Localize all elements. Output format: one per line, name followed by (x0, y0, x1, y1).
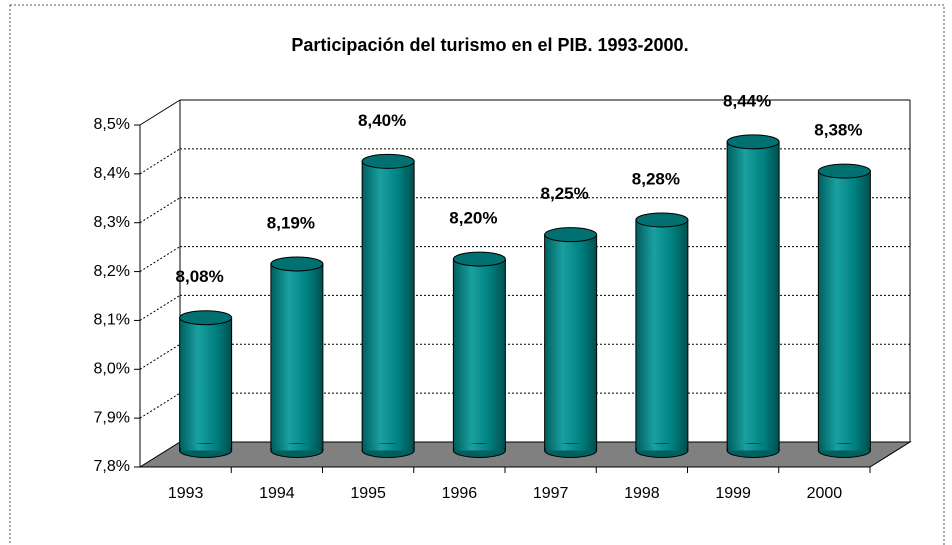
cylinder (270, 263, 324, 452)
value-label: 8,08% (176, 267, 224, 286)
y-tick-label: 8,1% (94, 312, 130, 329)
y-tick-label: 8,3% (94, 214, 130, 231)
cylinder-cover (271, 443, 322, 451)
cylinder-top (817, 163, 871, 179)
value-label: 8,44% (723, 91, 771, 110)
cylinder-cover (728, 443, 779, 451)
cylinder-top (726, 134, 780, 150)
cylinder-top (452, 251, 506, 267)
x-tick-label: 2000 (807, 485, 843, 502)
cylinder-top (179, 310, 233, 326)
chart-title: Participación del turismo en el PIB. 199… (291, 35, 688, 55)
x-tick-label: 1998 (624, 485, 660, 502)
value-label: 8,38% (814, 121, 862, 140)
cylinder (726, 141, 780, 451)
side-wall-top (139, 99, 181, 126)
y-tick-label: 7,8% (94, 458, 130, 475)
x-tick-label: 1996 (442, 485, 478, 502)
cylinder-top (635, 212, 689, 228)
cylinder-cover (819, 443, 870, 451)
cylinder-top (361, 153, 415, 169)
value-label: 8,28% (632, 169, 680, 188)
value-label: 8,25% (541, 184, 589, 203)
value-label: 8,19% (267, 213, 315, 232)
cylinder-top (544, 227, 598, 243)
cylinder (179, 317, 233, 452)
cylinder (452, 258, 506, 452)
y-tick-label: 7,9% (94, 409, 130, 426)
y-tick-label: 8,4% (94, 165, 130, 182)
cylinder-cover (545, 443, 596, 451)
y-tick-label: 8,0% (94, 361, 130, 378)
x-tick-label: 1999 (715, 485, 751, 502)
value-label: 8,40% (358, 111, 406, 130)
cylinder (635, 219, 689, 451)
cylinder-cover (180, 443, 231, 451)
cylinder-cover (454, 443, 505, 451)
floor (138, 441, 912, 468)
cylinder-top (270, 256, 324, 272)
x-tick-label: 1997 (533, 485, 569, 502)
y-tick-label: 8,5% (94, 116, 130, 133)
cylinder (544, 234, 598, 451)
value-label: 8,20% (449, 209, 497, 228)
cylinder (361, 160, 415, 451)
x-tick-label: 1994 (259, 485, 295, 502)
y-tick-label: 8,2% (94, 263, 130, 280)
cylinder-cover (363, 443, 414, 451)
cylinder-cover (636, 443, 687, 451)
x-tick-label: 1995 (350, 485, 386, 502)
x-tick-label: 1993 (168, 485, 204, 502)
cylinder (817, 170, 871, 451)
